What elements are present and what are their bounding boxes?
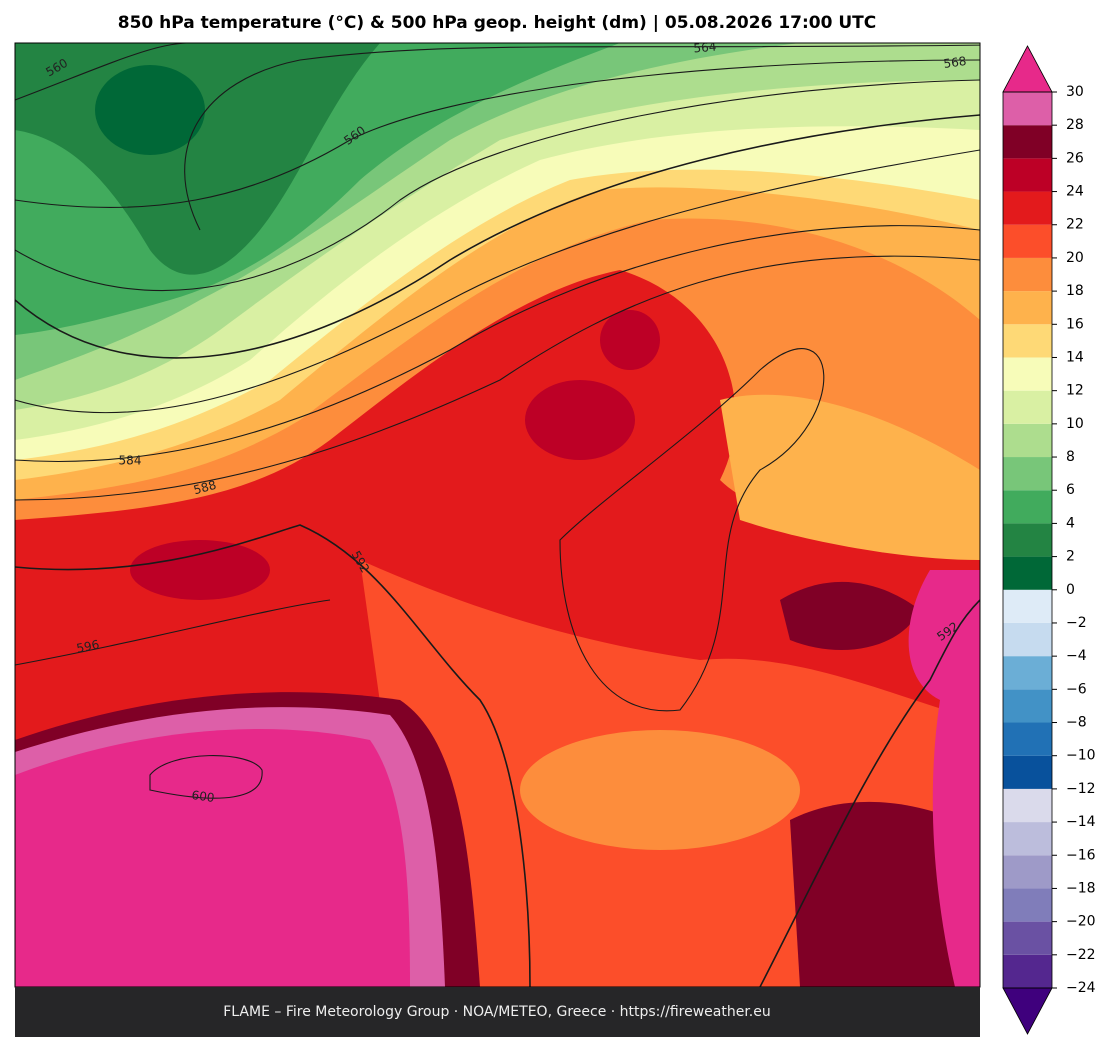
colorbar-band	[1003, 822, 1052, 856]
contour-label: 568	[943, 54, 968, 71]
colorbar-tick-label: 22	[1066, 217, 1084, 233]
colorbar-tick-label: 26	[1066, 150, 1084, 166]
contour-label: 600	[191, 788, 216, 805]
colorbar-tick-label: −24	[1066, 980, 1096, 996]
colorbar-tick-label: −20	[1066, 914, 1096, 930]
colorbar-band	[1003, 324, 1052, 358]
contour-label: 588	[192, 478, 218, 497]
colorbar-tick-label: 8	[1066, 449, 1075, 465]
colorbar-band	[1003, 722, 1052, 756]
colorbar-tick-label: 20	[1066, 250, 1084, 266]
colorbar-tick-label: 16	[1066, 316, 1084, 332]
colorbar-band	[1003, 191, 1052, 225]
colorbar-frame	[1002, 91, 1053, 989]
colorbar-tick-label: 24	[1066, 184, 1084, 200]
colorbar-tick-label: 28	[1066, 117, 1084, 133]
colorbar-tick-label: −6	[1066, 681, 1087, 697]
colorbar-band	[1003, 490, 1052, 524]
title: 850 hPa temperature (°C) & 500 hPa geop.…	[118, 13, 877, 33]
colorbar-band	[1003, 357, 1052, 391]
colorbar-band	[1003, 855, 1052, 889]
colorbar-band	[1003, 589, 1052, 623]
colorbar-tick-label: −16	[1066, 847, 1096, 863]
colorbar-over	[1002, 45, 1053, 93]
colorbar-tick-label: 2	[1066, 549, 1075, 565]
colorbar-tick-label: −2	[1066, 615, 1087, 631]
colorbar-tick-label: 0	[1066, 582, 1075, 598]
colorbar-tick-label: −4	[1066, 648, 1087, 664]
colorbar-band	[1003, 125, 1052, 159]
colorbar-band	[1003, 158, 1052, 192]
colorbar-tick-label: 14	[1066, 349, 1084, 365]
colorbar-band	[1003, 457, 1052, 491]
colorbar-band	[1003, 390, 1052, 424]
contour-label: 564	[693, 40, 717, 56]
colorbar-tick-label: −10	[1066, 748, 1096, 764]
colorbar-band	[1003, 523, 1052, 557]
colorbar-tick-label: −12	[1066, 781, 1096, 797]
footer-bar	[15, 987, 980, 1037]
colorbar: −24−22−20−18−16−14−12−10−8−6−4−202468101…	[1002, 45, 1096, 1035]
colorbar-tick-label: 30	[1066, 84, 1084, 100]
colorbar-band	[1003, 656, 1052, 690]
colorbar-band	[1003, 622, 1052, 657]
colorbar-under	[1002, 987, 1053, 1035]
colorbar-tick-label: 18	[1066, 283, 1084, 299]
colorbar-band	[1003, 423, 1052, 458]
colorbar-band	[1003, 921, 1052, 955]
colorbar-tick-label: −8	[1066, 715, 1087, 731]
colorbar-tick-label: 12	[1066, 383, 1084, 399]
colorbar-band	[1003, 92, 1052, 126]
colorbar-band	[1003, 689, 1052, 723]
colorbar-tick-label: 10	[1066, 416, 1084, 432]
colorbar-band	[1003, 257, 1052, 292]
colorbar-tick-label: 6	[1066, 482, 1075, 498]
colorbar-band	[1003, 556, 1052, 590]
colorbar-tick-label: 4	[1066, 515, 1075, 531]
contour-label: 596	[75, 637, 100, 655]
map: 560 564 568 560 584 588 592 596 600 592	[15, 40, 980, 987]
colorbar-band	[1003, 291, 1052, 325]
contour-label: 584	[119, 454, 142, 468]
colorbar-band	[1003, 224, 1052, 258]
colorbar-band	[1003, 954, 1052, 988]
colorbar-tick-label: −14	[1066, 814, 1096, 830]
colorbar-band	[1003, 788, 1052, 823]
footer: FLAME – Fire Meteorology Group · NOA/MET…	[223, 1004, 771, 1020]
colorbar-tick-label: −18	[1066, 880, 1096, 896]
colorbar-tick-label: −22	[1066, 947, 1096, 963]
colorbar-band	[1003, 888, 1052, 922]
colorbar-band	[1003, 755, 1052, 789]
